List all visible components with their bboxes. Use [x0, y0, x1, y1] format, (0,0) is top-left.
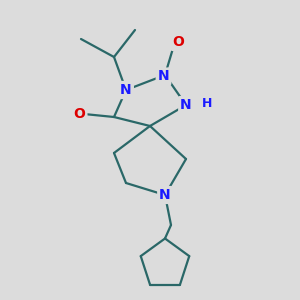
Text: N: N — [120, 83, 132, 97]
Text: H: H — [202, 97, 212, 110]
Text: N: N — [120, 83, 132, 97]
Text: O: O — [74, 107, 86, 121]
Text: N: N — [180, 98, 192, 112]
Text: N: N — [158, 70, 169, 83]
Text: N: N — [159, 188, 171, 202]
Text: O: O — [172, 35, 184, 49]
